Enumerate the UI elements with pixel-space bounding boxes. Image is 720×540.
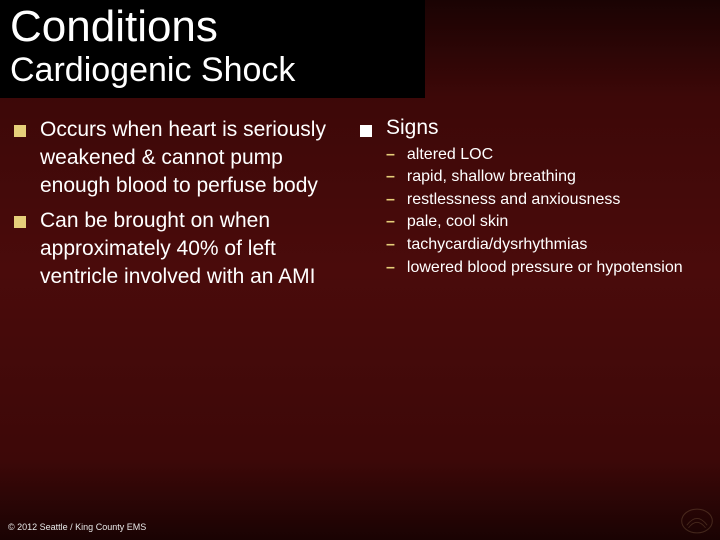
logo-icon (680, 506, 714, 536)
sub-bullet-text: tachycardia/dysrhythmias (407, 234, 588, 256)
sub-bullet-item: – tachycardia/dysrhythmias (386, 234, 690, 256)
content-area: Occurs when heart is seriously weakened … (0, 98, 720, 298)
bullet-item: Occurs when heart is seriously weakened … (14, 116, 334, 201)
sub-bullet-item: – rapid, shallow breathing (386, 166, 690, 188)
bullet-text: Can be brought on when approximately 40%… (40, 207, 334, 292)
sub-bullet-text: altered LOC (407, 144, 493, 166)
dash-bullet-icon: – (386, 189, 395, 211)
bullet-item: Can be brought on when approximately 40%… (14, 207, 334, 292)
slide-title: Conditions (10, 4, 415, 50)
title-block: Conditions Cardiogenic Shock (0, 0, 425, 98)
signs-sublist: – altered LOC – rapid, shallow breathing… (360, 144, 690, 279)
dash-bullet-icon: – (386, 211, 395, 233)
dash-bullet-icon: – (386, 144, 395, 166)
copyright-footer: © 2012 Seattle / King County EMS (8, 522, 146, 532)
dash-bullet-icon: – (386, 234, 395, 256)
signs-header: Signs (386, 116, 439, 140)
right-column: Signs – altered LOC – rapid, shallow bre… (360, 116, 690, 298)
bullet-item: Signs (360, 116, 690, 140)
square-bullet-icon (14, 125, 26, 137)
sub-bullet-item: – pale, cool skin (386, 211, 690, 233)
sub-bullet-text: rapid, shallow breathing (407, 166, 576, 188)
dash-bullet-icon: – (386, 257, 395, 279)
dash-bullet-icon: – (386, 166, 395, 188)
sub-bullet-item: – lowered blood pressure or hypotension (386, 257, 690, 279)
sub-bullet-text: restlessness and anxiousness (407, 189, 620, 211)
slide-subtitle: Cardiogenic Shock (10, 52, 415, 89)
sub-bullet-text: pale, cool skin (407, 211, 508, 233)
sub-bullet-item: – altered LOC (386, 144, 690, 166)
square-bullet-icon (360, 125, 372, 137)
square-bullet-icon (14, 216, 26, 228)
left-column: Occurs when heart is seriously weakened … (14, 116, 334, 298)
sub-bullet-item: – restlessness and anxiousness (386, 189, 690, 211)
sub-bullet-text: lowered blood pressure or hypotension (407, 257, 683, 279)
bullet-text: Occurs when heart is seriously weakened … (40, 116, 334, 201)
